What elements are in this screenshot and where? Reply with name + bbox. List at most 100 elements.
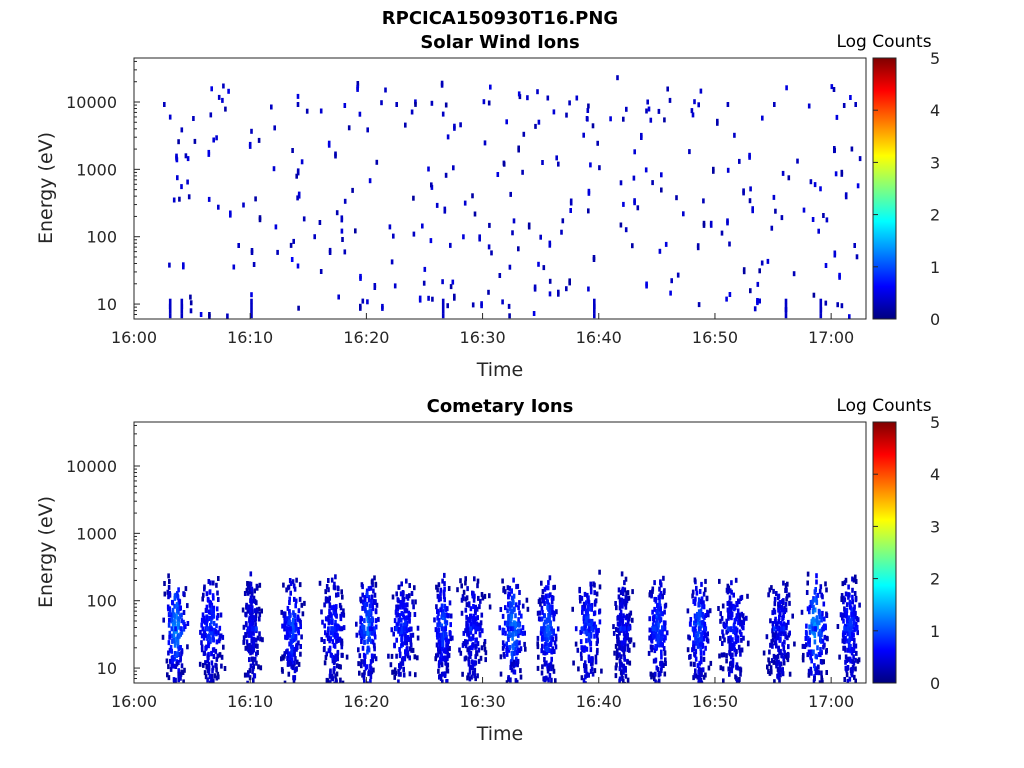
- spectrogram-cell: [843, 606, 846, 612]
- spectrogram-cell: [256, 608, 259, 614]
- spectrogram-cell: [168, 610, 172, 616]
- spectrogram-cell: [631, 243, 634, 249]
- spectrogram-cell: [843, 626, 846, 632]
- spectrogram-cell: [661, 631, 664, 637]
- spectrogram-cell: [584, 617, 588, 623]
- spectrogram-cell: [803, 644, 807, 649]
- spectrogram-cell: [435, 653, 438, 659]
- spectrogram-cell: [507, 647, 511, 653]
- spectrogram-cell: [390, 653, 394, 659]
- spectrogram-cell: [659, 617, 663, 623]
- spectrogram-cell: [830, 84, 834, 90]
- spectrogram-cell: [510, 588, 513, 594]
- spectrogram-cell: [232, 264, 236, 270]
- x-tick-label: 17:00: [808, 692, 854, 711]
- colorbar-label: Log Counts: [836, 32, 931, 52]
- spectrogram-cell: [812, 292, 816, 298]
- spectrogram-cell: [507, 616, 511, 622]
- spectrogram-cell: [255, 583, 259, 589]
- spectrogram-cell: [852, 654, 855, 660]
- spectrogram-cell: [290, 648, 293, 654]
- spectrogram-cell: [360, 639, 363, 644]
- spectrogram-cell: [518, 640, 521, 646]
- spectrogram-cell: [651, 622, 655, 628]
- spectrogram-cell: [696, 663, 700, 669]
- spectrogram-cell: [169, 658, 172, 664]
- spectrogram-cell: [478, 632, 482, 638]
- spectrogram-cell: [549, 623, 552, 629]
- spectrogram-cell: [718, 578, 721, 584]
- spectrogram-cell: [816, 645, 819, 651]
- spectrogram-cell: [289, 626, 292, 632]
- spectrogram-cell: [595, 632, 599, 638]
- spectrogram-cell: [471, 193, 474, 199]
- spectrogram-cell: [626, 633, 629, 639]
- spectrogram-cell: [205, 604, 209, 610]
- spectrogram-cell: [371, 617, 374, 622]
- spectrogram-cell: [728, 646, 732, 652]
- panel-title: Solar Wind Ions: [420, 32, 579, 53]
- spectrogram-cell: [334, 656, 338, 662]
- spectrogram-cell: [473, 673, 476, 679]
- spectrogram-cell: [215, 606, 219, 612]
- spectrogram-cell: [462, 234, 465, 240]
- spectrogram-cell: [785, 625, 788, 631]
- spectrogram-cell: [334, 151, 337, 157]
- spectrogram-cell: [788, 630, 791, 636]
- spectrogram-cell: [621, 640, 624, 646]
- spectrogram-cell: [444, 632, 448, 638]
- spectrogram-cell: [544, 619, 547, 625]
- spectrogram-cell: [167, 606, 170, 612]
- spectrogram-cell: [542, 626, 545, 632]
- spectrogram-cell: [203, 584, 206, 590]
- spectrogram-cell: [851, 624, 855, 630]
- spectrogram-cell: [439, 636, 442, 642]
- spectrogram-cell: [252, 677, 255, 683]
- spectrogram-cell: [412, 195, 415, 201]
- spectrogram-cell: [699, 645, 702, 651]
- spectrogram-cell: [250, 292, 253, 298]
- spectrogram-cell: [541, 643, 544, 649]
- spectrogram-cell: [704, 578, 707, 584]
- spectrogram-cell: [628, 616, 631, 622]
- spectrogram-cell: [392, 233, 395, 239]
- spectrogram-cell: [836, 624, 840, 629]
- spectrogram-cell: [289, 581, 293, 586]
- spectrogram-cell: [326, 678, 330, 683]
- spectrogram-cell: [545, 585, 548, 591]
- spectrogram-cell: [804, 636, 808, 641]
- spectrogram-cell: [177, 139, 180, 145]
- spectrogram-cell: [815, 615, 819, 621]
- spectrogram-cell: [476, 641, 480, 647]
- spectrogram-cell: [773, 679, 776, 683]
- spectrogram-cell: [200, 633, 204, 639]
- spectrogram-cell: [544, 646, 548, 652]
- spectrogram-cell: [699, 608, 703, 614]
- spectrogram-cell: [819, 647, 822, 652]
- spectrogram-cell: [624, 576, 628, 582]
- spectrogram-cell: [648, 592, 652, 598]
- spectrogram-cell: [717, 606, 720, 611]
- spectrogram-cell: [163, 102, 166, 107]
- spectrogram-cell: [201, 626, 205, 632]
- spectrogram-cell: [477, 658, 481, 664]
- spectrogram-cell: [569, 198, 573, 204]
- spectrogram-cell: [465, 602, 469, 608]
- spectrogram-cell: [783, 650, 786, 656]
- spectrogram-cell: [767, 669, 770, 674]
- spectrogram-cell: [482, 99, 486, 105]
- spectrogram-cell: [391, 594, 395, 600]
- spectrogram-cell: [820, 675, 823, 681]
- spectrogram-cell: [373, 643, 376, 649]
- spectrogram-cell: [587, 672, 590, 678]
- spectrogram-cell: [476, 578, 480, 584]
- spectrogram-cell: [395, 653, 398, 659]
- spectrogram-cell: [400, 611, 404, 616]
- spectrogram-cell: [726, 102, 730, 107]
- spectrogram-cell: [301, 611, 305, 617]
- spectrogram-cell: [628, 647, 631, 653]
- spectrogram-cell: [627, 637, 631, 643]
- spectrogram-cell: [545, 649, 549, 655]
- spectrogram-cell: [341, 594, 344, 600]
- spectrogram-cell: [670, 278, 673, 284]
